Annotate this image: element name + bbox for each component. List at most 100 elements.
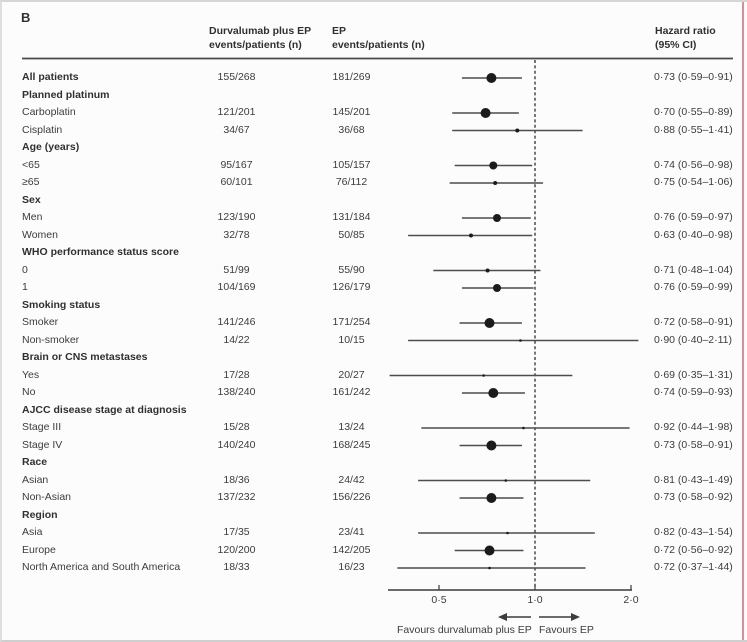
control-events-patients: 50/85: [338, 228, 365, 241]
hazard-ratio-value: 0·90 (0·40–2·11): [654, 333, 733, 346]
column-header-hr-line2: (95% CI): [655, 39, 697, 51]
hazard-ratio-value: 0·73 (0·59–0·91): [654, 71, 733, 83]
treatment-events-patients: 17/28: [223, 368, 250, 381]
treatment-events-patients: 18/33: [223, 561, 250, 573]
subgroup-label: Non-Asian: [22, 491, 72, 503]
column-header-hazard-ratio: Hazard ratio (95% CI): [655, 24, 716, 52]
subgroup-label: No: [22, 386, 36, 398]
hazard-ratio-marker: [486, 493, 497, 503]
hazard-ratio-value: 0·72 (0·58–0·91): [654, 316, 733, 328]
group-header-label: Brain or CNS metastases: [22, 351, 148, 363]
hazard-ratio-marker: [489, 161, 498, 170]
group-header-label: AJCC disease stage at diagnosis: [22, 403, 187, 416]
hazard-ratio-marker: [492, 284, 501, 292]
hazard-ratio-marker: [522, 426, 525, 430]
group-header-label: Race: [22, 456, 48, 468]
subgroup-label: Cisplatin: [22, 123, 63, 136]
control-events-patients: 161/242: [332, 386, 371, 398]
hazard-ratio-value: 0·81 (0·43–1·49): [654, 473, 733, 486]
column-header-control-line2: events/patients (n): [332, 39, 425, 51]
control-events-patients: 24/42: [338, 473, 365, 486]
treatment-events-patients: 121/201: [217, 106, 256, 118]
x-axis-tick-label: 0·5: [431, 594, 447, 606]
hazard-ratio-value: 0·75 (0·54–1·06): [654, 176, 733, 188]
control-events-patients: 16/23: [338, 561, 365, 573]
control-events-patients: 145/201: [332, 106, 371, 118]
subgroup-label: ≥65: [22, 176, 40, 188]
control-events-patients: 168/245: [332, 438, 371, 451]
subgroup-label: <65: [22, 158, 40, 171]
hazard-ratio-value: 0·74 (0·56–0·98): [654, 158, 733, 171]
treatment-events-patients: 18/36: [223, 473, 250, 486]
control-events-patients: 131/184: [332, 211, 371, 223]
group-header-label: WHO performance status score: [22, 246, 179, 258]
scan-edge-line: [742, 2, 744, 640]
favours-right-label: Favours EP: [539, 624, 594, 636]
hazard-ratio-marker: [488, 566, 491, 570]
hazard-ratio-value: 0·76 (0·59–0·99): [654, 281, 733, 293]
favours-left-label: Favours durvalumab plus EP: [397, 624, 532, 636]
hazard-ratio-marker: [504, 479, 508, 482]
group-header-label: Planned platinum: [22, 88, 110, 101]
column-header-treatment-line1: Durvalumab plus EP: [209, 25, 312, 37]
control-events-patients: 20/27: [338, 368, 365, 381]
treatment-events-patients: 140/240: [217, 438, 256, 451]
group-header-label: Sex: [22, 193, 41, 206]
control-events-patients: 105/157: [332, 158, 371, 171]
subgroup-label: Yes: [22, 368, 40, 381]
hazard-ratio-marker: [484, 318, 495, 328]
group-header-label: Age (years): [22, 141, 80, 153]
subgroup-label: Europe: [22, 543, 56, 556]
hazard-ratio-marker: [492, 214, 501, 222]
subgroup-label: Smoker: [22, 316, 59, 328]
hazard-ratio-value: 0·82 (0·43–1·54): [654, 526, 733, 538]
hazard-ratio-marker: [482, 374, 485, 377]
hazard-ratio-marker: [519, 339, 522, 342]
hazard-ratio-value: 0·76 (0·59–0·97): [654, 211, 733, 223]
hazard-ratio-value: 0·69 (0·35–1·31): [654, 368, 733, 381]
treatment-events-patients: 137/232: [217, 491, 256, 503]
control-events-patients: 10/15: [338, 333, 365, 346]
hazard-ratio-marker: [515, 128, 520, 133]
treatment-events-patients: 34/67: [223, 123, 250, 136]
column-header-control: EP events/patients (n): [332, 24, 425, 52]
hazard-ratio-value: 0·74 (0·59–0·93): [654, 386, 733, 398]
treatment-events-patients: 138/240: [217, 386, 256, 398]
control-events-patients: 36/68: [338, 123, 365, 136]
subgroup-label: Non-smoker: [22, 333, 80, 346]
column-header-treatment: Durvalumab plus EP events/patients (n): [209, 24, 311, 52]
treatment-events-patients: 17/35: [223, 526, 250, 538]
column-header-control-line1: EP: [332, 25, 347, 37]
hazard-ratio-marker: [506, 531, 509, 535]
treatment-events-patients: 141/246: [217, 316, 256, 328]
control-events-patients: 76/112: [335, 176, 368, 188]
treatment-events-patients: 15/28: [223, 421, 250, 433]
treatment-events-patients: 51/99: [223, 263, 250, 276]
control-events-patients: 126/179: [332, 281, 371, 293]
hazard-ratio-marker: [480, 108, 491, 118]
treatment-events-patients: 14/22: [223, 333, 250, 346]
control-events-patients: 156/226: [332, 491, 371, 503]
hazard-ratio-value: 0·72 (0·56–0·92): [654, 543, 733, 556]
subgroup-label: Men: [22, 211, 43, 223]
hazard-ratio-value: 0·73 (0·58–0·91): [654, 438, 733, 451]
treatment-events-patients: 60/101: [220, 176, 253, 188]
subgroup-label: North America and South America: [22, 561, 181, 573]
treatment-events-patients: 155/268: [217, 71, 256, 83]
subgroup-label: Women: [22, 228, 58, 241]
hazard-ratio-marker: [486, 73, 497, 83]
hazard-ratio-value: 0·72 (0·37–1·44): [654, 561, 733, 573]
x-axis-tick-label: 2·0: [623, 594, 639, 606]
favours-right-arrow-head: [571, 613, 580, 621]
favours-left-arrow-head: [498, 613, 507, 621]
treatment-events-patients: 120/200: [217, 543, 256, 556]
column-header-treatment-line2: events/patients (n): [209, 39, 302, 51]
hazard-ratio-value: 0·92 (0·44–1·98): [654, 421, 733, 433]
hazard-ratio-marker: [493, 181, 498, 185]
hazard-ratio-marker: [485, 268, 490, 273]
subgroup-label: Stage IV: [22, 438, 63, 451]
control-events-patients: 171/254: [332, 316, 371, 328]
control-events-patients: 181/269: [332, 71, 371, 83]
group-header-label: Smoking status: [22, 298, 101, 311]
